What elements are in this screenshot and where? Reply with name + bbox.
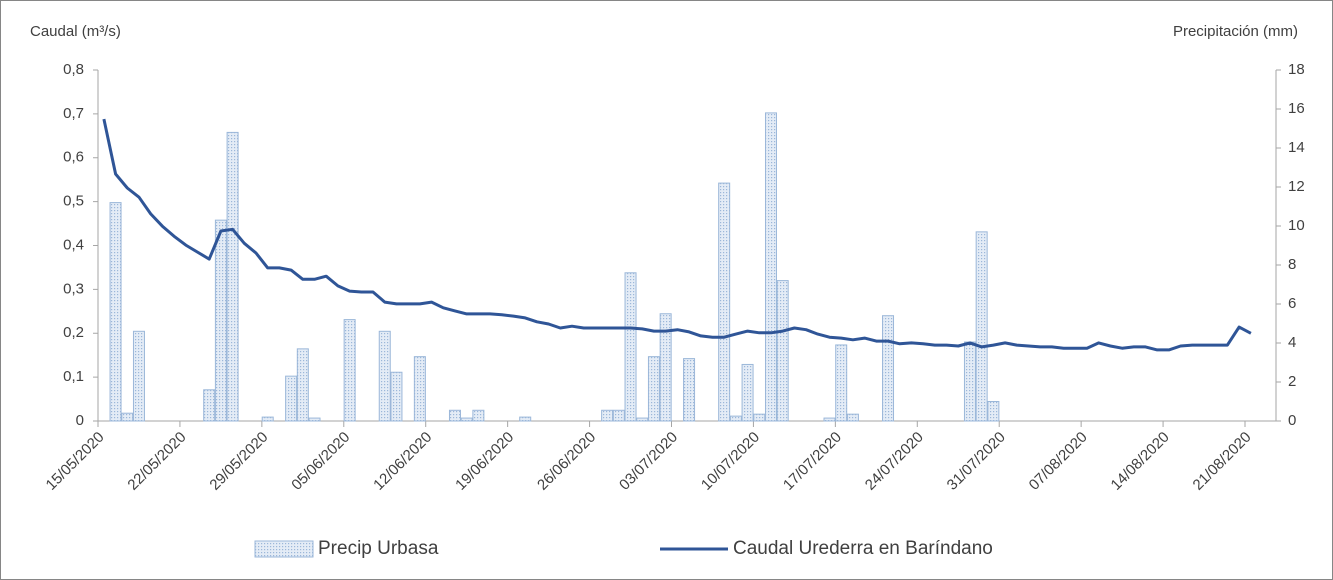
bar xyxy=(846,413,859,422)
y2-tick-label: 10 xyxy=(1288,217,1305,234)
bar xyxy=(987,401,1000,422)
bar xyxy=(460,417,473,422)
bar xyxy=(132,330,145,422)
bar xyxy=(683,358,696,422)
bar xyxy=(963,341,976,422)
y-tick-label: 0,5 xyxy=(63,193,84,210)
bar xyxy=(226,131,239,422)
bar xyxy=(448,409,461,422)
bar xyxy=(718,182,731,422)
bar xyxy=(285,375,298,422)
y-tick-label: 0,4 xyxy=(63,236,84,253)
y-tick-label: 0,2 xyxy=(63,324,84,341)
bar xyxy=(764,112,777,422)
legend-label: Caudal Urederra en Baríndano xyxy=(733,538,993,559)
y-tick-label: 0,6 xyxy=(63,149,84,166)
bar xyxy=(203,389,216,422)
bar xyxy=(612,409,625,422)
line xyxy=(102,118,1252,352)
bar xyxy=(308,417,321,422)
bar xyxy=(823,417,836,422)
bar xyxy=(519,416,532,422)
bar xyxy=(109,202,122,422)
bar xyxy=(636,417,649,422)
y2-tick-label: 2 xyxy=(1288,373,1296,390)
bar xyxy=(472,409,485,422)
bar xyxy=(975,231,988,422)
bar xyxy=(601,409,614,422)
y-tick-label: 0,8 xyxy=(63,61,84,78)
y2-axis-title: Precipitación (mm) xyxy=(1173,23,1298,40)
bar xyxy=(624,272,637,422)
y2-tick-label: 18 xyxy=(1288,61,1305,78)
bar xyxy=(882,315,895,422)
y2-tick-label: 4 xyxy=(1288,334,1296,351)
bar xyxy=(413,356,426,422)
bar xyxy=(378,330,391,422)
y2-tick-label: 0 xyxy=(1288,412,1296,429)
y2-tick-label: 14 xyxy=(1288,139,1305,156)
bar xyxy=(776,280,789,422)
legend-label: Precip Urbasa xyxy=(318,538,439,559)
y-tick-label: 0,1 xyxy=(63,368,84,385)
y-tick-label: 0 xyxy=(76,412,84,429)
bar xyxy=(647,356,660,422)
bar xyxy=(741,363,754,422)
y-tick-label: 0,3 xyxy=(63,280,84,297)
bar xyxy=(261,416,274,422)
y2-tick-label: 12 xyxy=(1288,178,1305,195)
bar xyxy=(121,412,134,422)
legend-swatch xyxy=(254,540,314,558)
y2-tick-label: 16 xyxy=(1288,100,1305,117)
bar xyxy=(835,344,848,422)
bar xyxy=(659,313,672,422)
bar xyxy=(729,415,742,422)
bar xyxy=(343,319,356,422)
y-axis-title: Caudal (m³/s) xyxy=(30,23,121,40)
y2-tick-label: 8 xyxy=(1288,256,1296,273)
bar xyxy=(753,413,766,422)
bar xyxy=(214,219,227,422)
bar xyxy=(296,348,309,422)
y2-tick-label: 6 xyxy=(1288,295,1296,312)
bar xyxy=(390,371,403,422)
y-tick-label: 0,7 xyxy=(63,105,84,122)
